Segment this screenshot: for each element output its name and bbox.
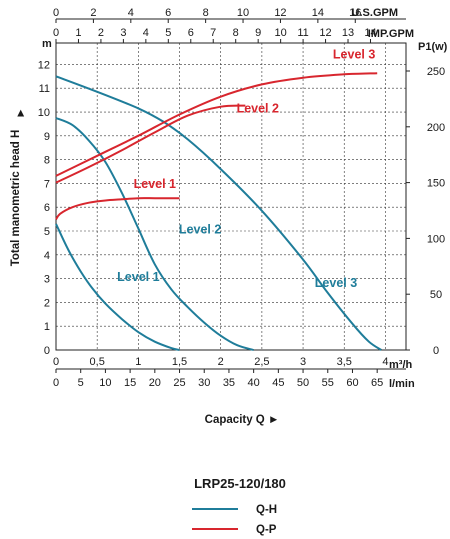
usgpm-tick-label: 6 — [165, 7, 171, 19]
qp-curve-level-1 — [55, 197, 180, 221]
impgpm-tick-label: 13 — [342, 27, 354, 39]
lmin-tick-label: 25 — [173, 377, 185, 389]
usgpm-tick-label: 16 — [349, 7, 361, 19]
qp-curve-level-2 — [55, 104, 246, 184]
lmin-tick-label: 65 — [371, 377, 383, 389]
impgpm-tick-label: 0 — [53, 27, 59, 39]
model-name: LRP25-120/180 — [194, 476, 286, 491]
m3h-tick-label: 1,5 — [172, 356, 187, 368]
impgpm-tick-label: 12 — [319, 27, 331, 39]
head-tick-label: 8 — [44, 155, 50, 167]
impgpm-tick-label: 9 — [255, 27, 261, 39]
impgpm-tick-label: 3 — [120, 27, 126, 39]
legend-qp-label: Q-P — [256, 524, 277, 536]
usgpm-tick-label: 4 — [128, 7, 134, 19]
head-tick-label: 4 — [44, 250, 50, 262]
impgpm-unit-label: IMP.GPM — [368, 28, 414, 40]
usgpm-tick-label: 12 — [274, 7, 286, 19]
m3h-tick-label: 1 — [135, 356, 141, 368]
head-tick-label: 0 — [44, 345, 50, 357]
qh-series-label: Level 2 — [179, 222, 221, 236]
head-unit-label: m — [42, 38, 52, 50]
power-axis-label: P1(w) — [418, 41, 448, 53]
impgpm-tick-label: 4 — [143, 27, 149, 39]
impgpm-tick-label: 8 — [233, 27, 239, 39]
impgpm-tick-label: 2 — [98, 27, 104, 39]
m3h-tick-label: 0 — [53, 356, 59, 368]
qp-series-label: Level 2 — [237, 101, 279, 115]
lmin-tick-label: 10 — [99, 377, 111, 389]
lmin-tick-label: 45 — [272, 377, 284, 389]
m3h-tick-label: 3 — [300, 356, 306, 368]
m3h-tick-label: 2,5 — [254, 356, 269, 368]
legend: Q-H Q-P — [192, 504, 277, 536]
legend-qh-label: Q-H — [256, 504, 277, 516]
head-tick-label: 10 — [38, 107, 50, 119]
lmin-tick-label: 35 — [223, 377, 235, 389]
head-tick-label: 12 — [38, 59, 50, 71]
impgpm-tick-label: 14 — [364, 27, 376, 39]
m3h-tick-label: 4 — [382, 356, 388, 368]
lmin-tick-label: 40 — [248, 377, 260, 389]
lmin-tick-label: 60 — [346, 377, 358, 389]
lmin-tick-label: 0 — [53, 377, 59, 389]
m3h-tick-label: 0,5 — [90, 356, 105, 368]
impgpm-tick-label: 1 — [75, 27, 81, 39]
head-axis-arrow: ► — [15, 107, 27, 118]
qh-curve-level-1 — [55, 223, 180, 351]
m3h-unit-label: m³/h — [389, 359, 413, 371]
head-tick-label: 5 — [44, 226, 50, 238]
head-tick-label: 7 — [44, 178, 50, 190]
head-tick-label: 2 — [44, 297, 50, 309]
qh-series-label: Level 1 — [117, 270, 159, 284]
head-tick-label: 11 — [39, 83, 50, 95]
capacity-axis-title: Capacity Q ► — [205, 414, 280, 426]
lmin-tick-label: 5 — [78, 377, 84, 389]
usgpm-tick-label: 0 — [53, 7, 59, 19]
series-layer: Level 1 Level 2 Level 3 Level 1 Level 2 Level… — [55, 48, 382, 351]
impgpm-tick-label: 5 — [165, 27, 171, 39]
power-tick-label: 100 — [427, 233, 445, 245]
usgpm-tick-label: 2 — [90, 7, 96, 19]
power-tick-label: 250 — [427, 66, 445, 78]
head-axis-title: Total manometric head H — [10, 130, 22, 267]
head-tick-label: 3 — [44, 274, 50, 286]
impgpm-tick-label: 11 — [297, 27, 308, 39]
head-tick-label: 9 — [44, 131, 50, 143]
power-tick-label: 200 — [427, 122, 445, 134]
grid — [56, 43, 406, 350]
power-tick-label: 0 — [433, 345, 439, 357]
lmin-tick-label: 30 — [198, 377, 210, 389]
qp-curve-level-3 — [55, 72, 378, 177]
lmin-unit-label: l/min — [389, 378, 415, 390]
usgpm-tick-label: 8 — [203, 7, 209, 19]
impgpm-tick-label: 10 — [275, 27, 287, 39]
power-tick-label: 50 — [430, 289, 442, 301]
qp-series-label: Level 3 — [333, 48, 375, 62]
usgpm-unit-label: U.S.GPM — [352, 7, 398, 19]
qh-curve-level-2 — [55, 117, 254, 351]
plot-frame — [55, 42, 407, 351]
m3h-tick-label: 3,5 — [337, 356, 352, 368]
lmin-tick-label: 55 — [322, 377, 334, 389]
head-tick-label: 6 — [44, 202, 50, 214]
qh-curve-level-3 — [55, 75, 382, 351]
qh-series-label: Level 3 — [315, 276, 357, 290]
power-tick-label: 150 — [427, 178, 445, 190]
head-tick-label: 1 — [44, 321, 50, 333]
qp-series-label: Level 1 — [134, 177, 176, 191]
lmin-tick-label: 50 — [297, 377, 309, 389]
m3h-tick-label: 2 — [218, 356, 224, 368]
impgpm-tick-label: 7 — [210, 27, 216, 39]
usgpm-tick-label: 10 — [237, 7, 249, 19]
lmin-tick-label: 15 — [124, 377, 136, 389]
usgpm-tick-label: 14 — [312, 7, 324, 19]
lmin-tick-label: 20 — [149, 377, 161, 389]
impgpm-tick-label: 6 — [188, 27, 194, 39]
